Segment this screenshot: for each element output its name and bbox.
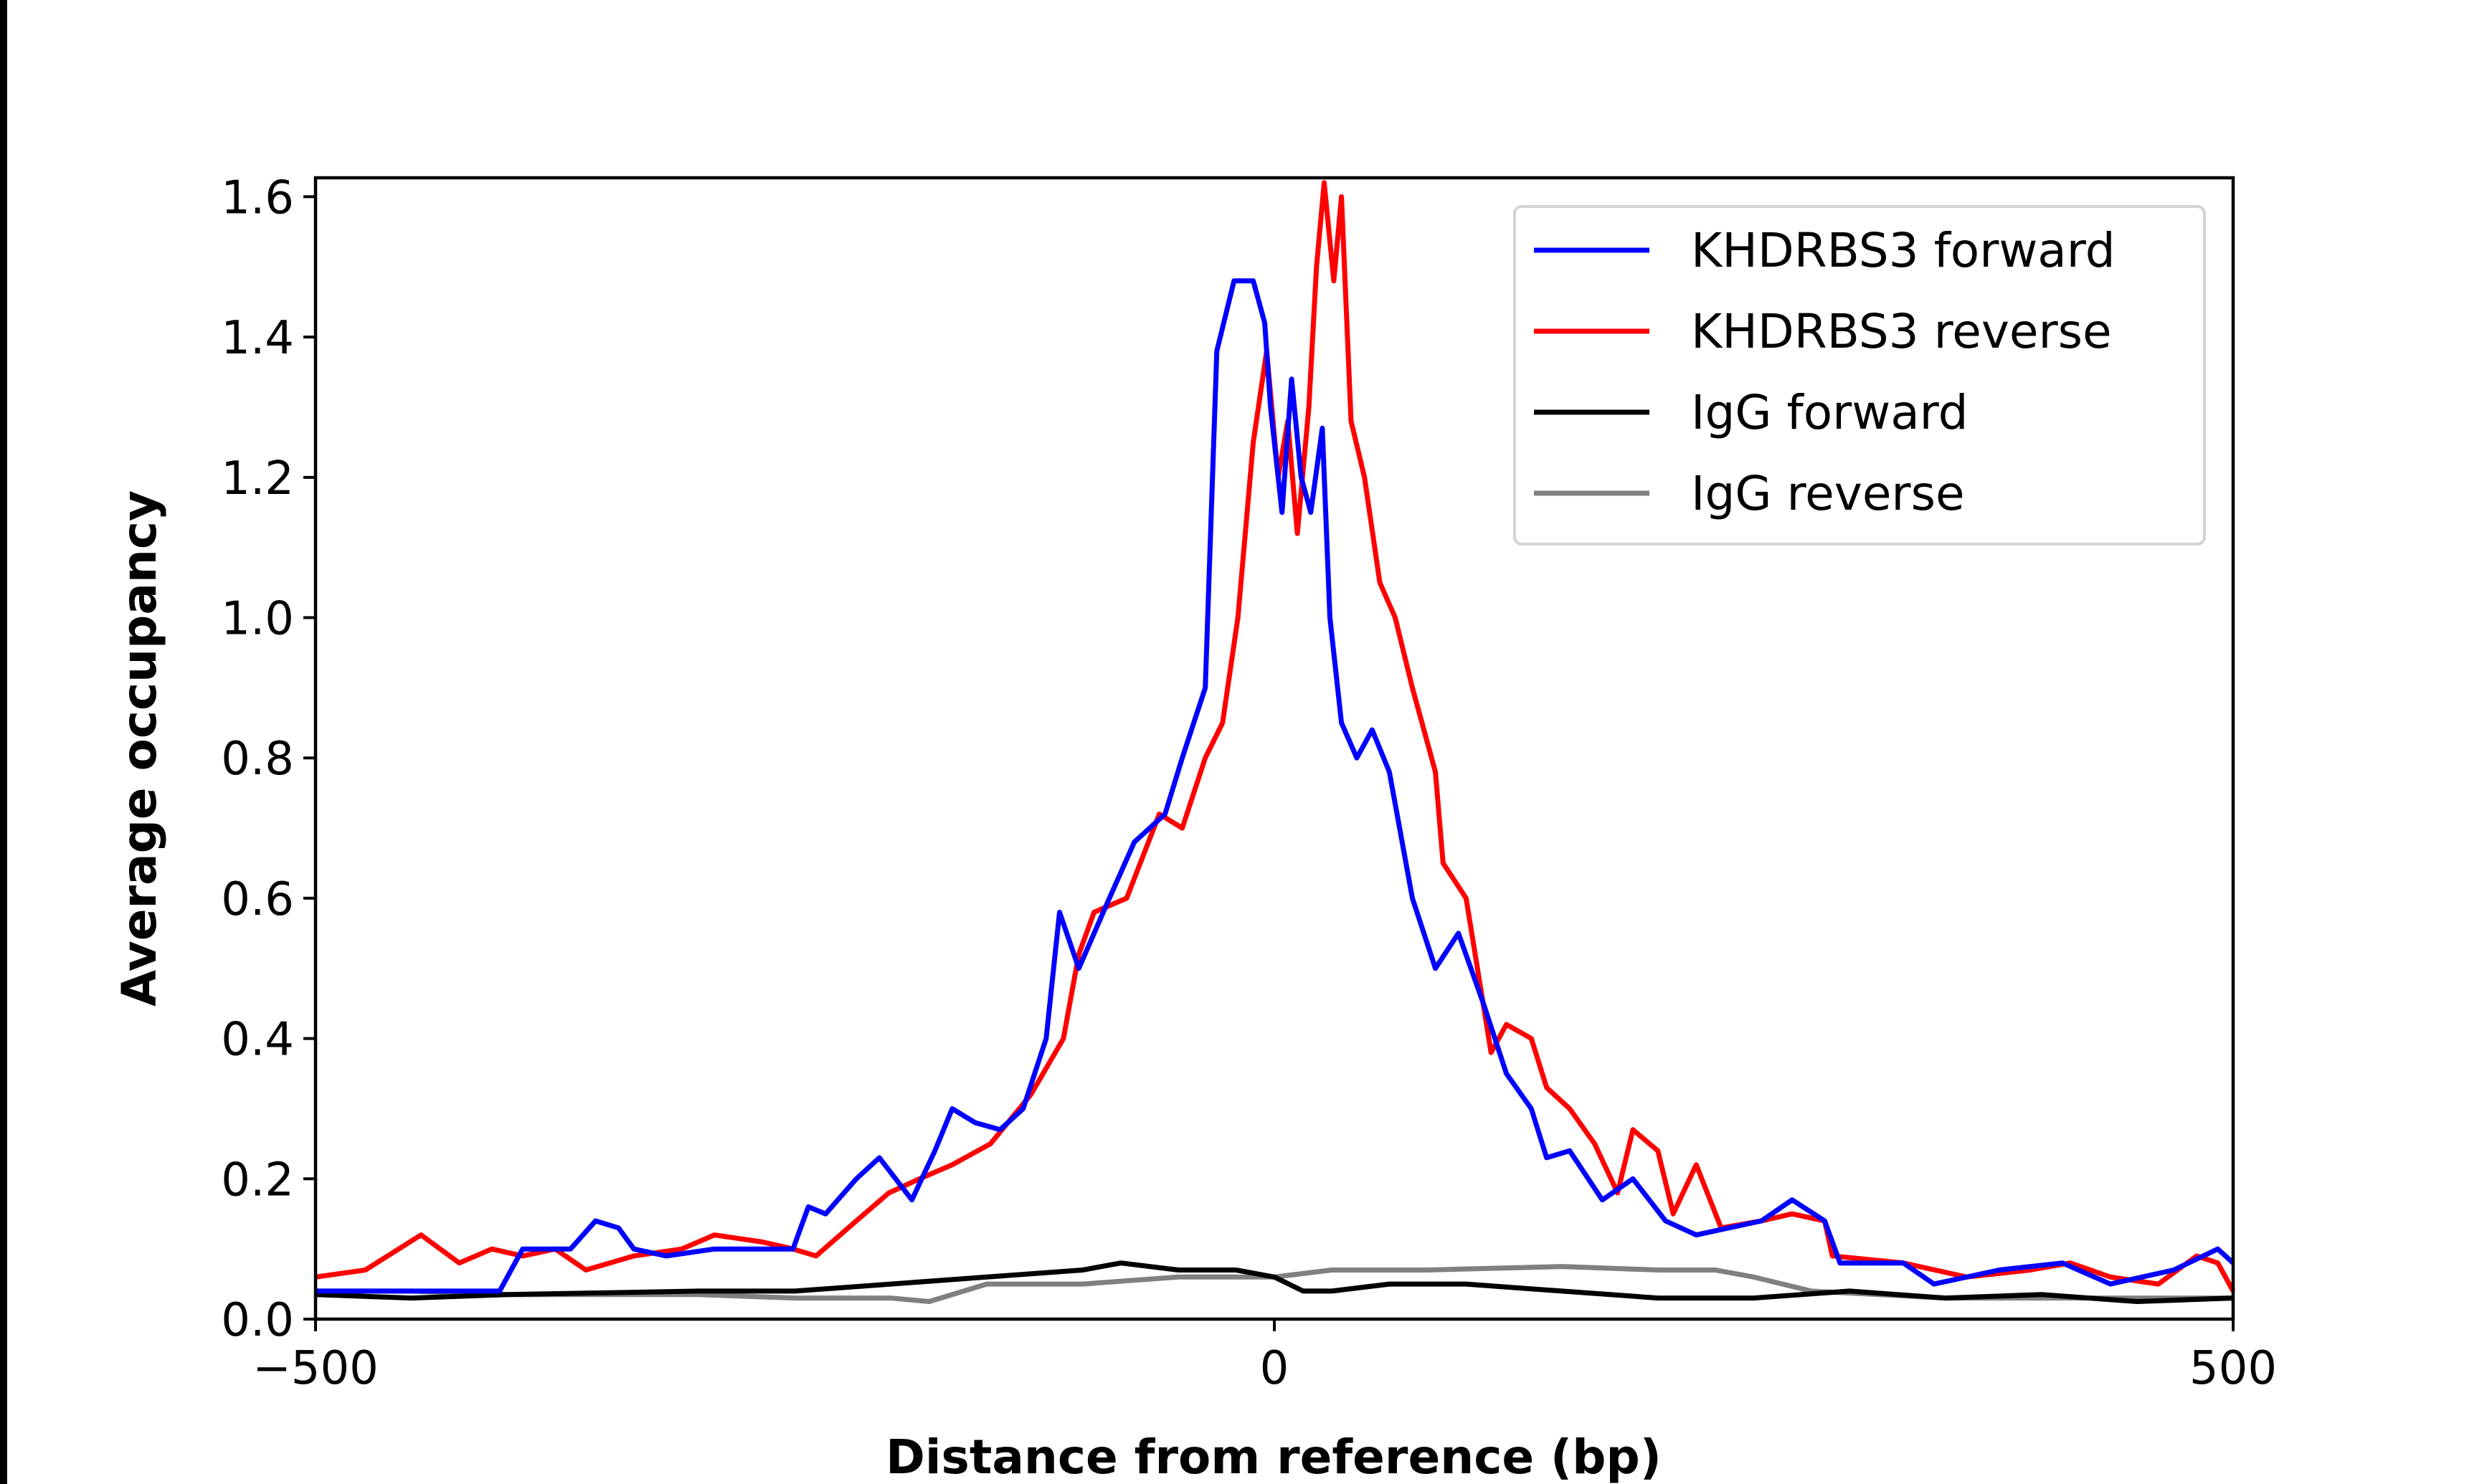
y-tick-label: 0.0 <box>221 1294 294 1347</box>
legend: KHDRBS3 forward KHDRBS3 reverse IgG forwar… <box>1513 205 2206 546</box>
y-tick-label: 0.2 <box>221 1154 294 1207</box>
x-axis-label: Distance from reference (bp) <box>886 1430 1662 1484</box>
y-tick-label: 1.0 <box>221 593 294 646</box>
y-tick-label: 0.8 <box>221 733 294 786</box>
left-border <box>0 0 7 1484</box>
legend-item: KHDRBS3 reverse <box>1534 304 2112 359</box>
series-line-khdrbs3-forward <box>316 278 2235 1294</box>
legend-item: IgG forward <box>1534 385 1969 440</box>
legend-item: IgG reverse <box>1534 466 1965 521</box>
series-line-igg-forward <box>315 1260 2234 1304</box>
legend-label: KHDRBS3 reverse <box>1691 304 2112 359</box>
y-tick-label: 1.4 <box>221 312 294 365</box>
y-tick-label: 0.4 <box>221 1014 294 1067</box>
x-tick-label: 500 <box>2189 1342 2277 1395</box>
y-tick-label: 1.2 <box>221 452 294 505</box>
series-layer <box>315 180 2236 1304</box>
x-tick-label: −500 <box>252 1342 379 1395</box>
legend-box <box>1513 205 2206 546</box>
y-tick-label: 0.6 <box>221 873 294 926</box>
y-axis: 0.0 0.2 0.4 0.6 0.8 1.0 1.2 1.4 1.6 <box>221 171 316 1347</box>
legend-label: IgG reverse <box>1691 466 1965 521</box>
legend-label: IgG forward <box>1691 385 1969 440</box>
y-tick-label: 1.6 <box>221 171 294 224</box>
x-tick-label: 0 <box>1260 1342 1289 1395</box>
y-axis-label: Average occupancy <box>112 490 167 1007</box>
x-axis: −500 0 500 <box>252 1319 2277 1395</box>
legend-label: KHDRBS3 forward <box>1691 223 2116 278</box>
legend-item: KHDRBS3 forward <box>1534 223 2116 278</box>
